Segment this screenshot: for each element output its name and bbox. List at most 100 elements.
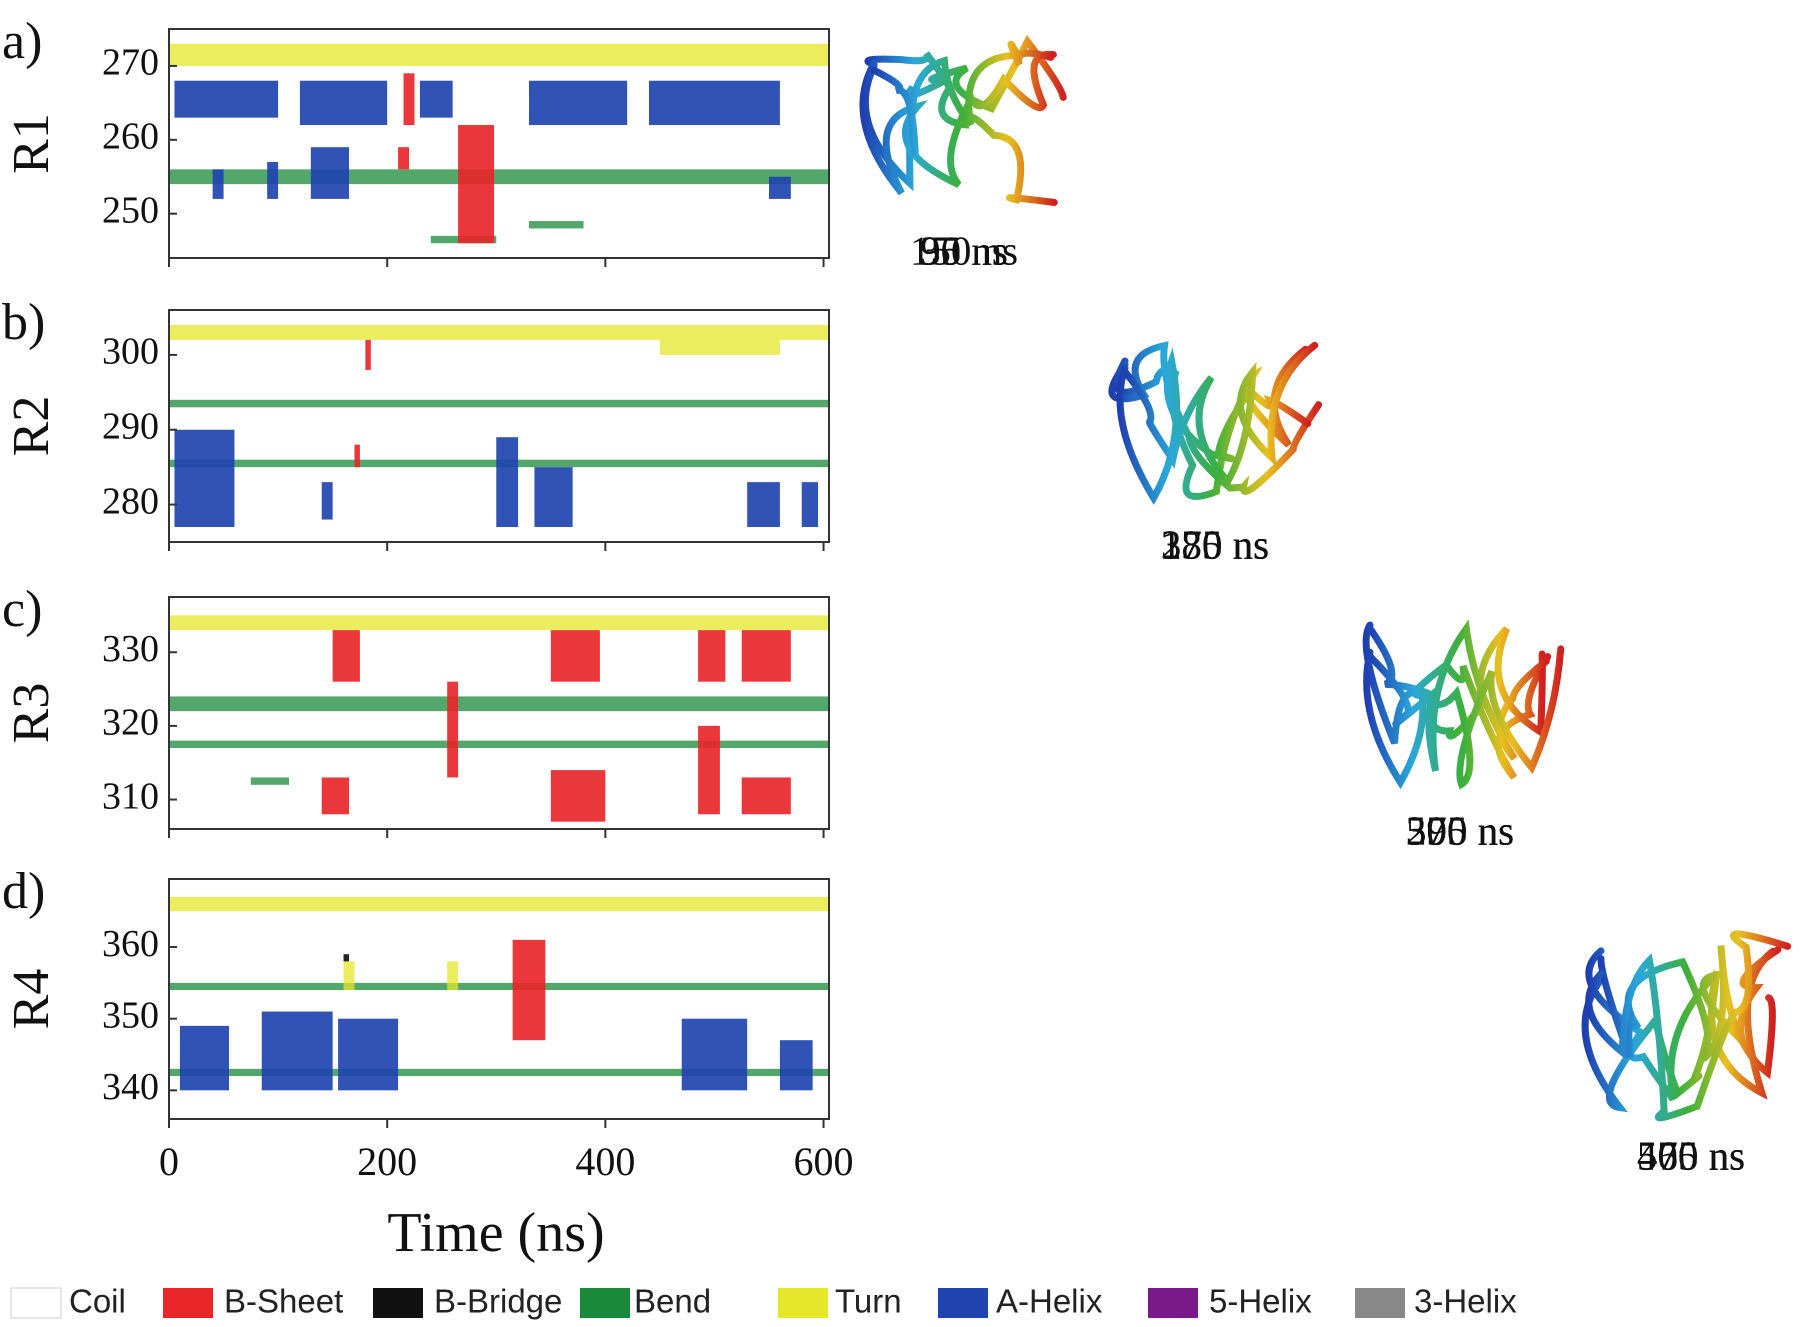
structure-block (169, 896, 829, 912)
structure-block (169, 324, 829, 340)
protein-cartoon (1585, 930, 1792, 1122)
structure-block (267, 161, 279, 199)
structure-block (321, 482, 333, 520)
structure-block (310, 147, 349, 199)
structure-block (512, 939, 546, 1041)
dssp-map (169, 615, 829, 822)
x-tick-label: 400 (575, 1139, 635, 1184)
y-tick-label: 310 (102, 775, 159, 817)
structure-block (741, 777, 791, 815)
legend-label: B-Sheet (224, 1283, 343, 1320)
panel-label: b) (2, 294, 45, 351)
structure-block (299, 80, 388, 126)
dssp-map (169, 324, 829, 528)
x-axis-label: Time (ns) (387, 1202, 604, 1264)
legend-swatch (1355, 1288, 1405, 1318)
snapshot-time: 175 ns (1161, 521, 1269, 567)
plot-background (169, 29, 829, 258)
x-tick-label: 600 (794, 1139, 854, 1184)
structure-block (741, 630, 791, 682)
snapshot-time: 370 ns (1406, 807, 1514, 853)
protein-cartoon (859, 50, 1057, 196)
structure-block (747, 482, 780, 528)
snapshot-time: 500 ns (1406, 807, 1514, 853)
snapshot-time: 300 ns (1406, 807, 1514, 853)
structure-block (169, 696, 829, 712)
y-tick-label: 260 (102, 116, 159, 158)
structure-block (354, 444, 360, 468)
plot-frame (168, 878, 830, 1120)
protein-cartoon (1363, 648, 1552, 790)
snapshot-time: 95 ns (920, 227, 1008, 273)
structure-block (169, 43, 829, 66)
snapshot-time: 330 ns (1161, 521, 1269, 567)
structure-block (529, 221, 584, 229)
legend-swatch (373, 1288, 423, 1318)
y-tick-label: 280 (102, 480, 159, 522)
snapshot-time: 470 ns (1637, 1132, 1745, 1178)
structure-block (169, 615, 829, 631)
panel-label: d) (2, 863, 45, 920)
legend-label: 5-Helix (1209, 1283, 1312, 1320)
structure-block (365, 339, 371, 370)
structure-block (496, 437, 519, 528)
structure-block (419, 80, 453, 118)
structure-block (343, 961, 355, 991)
structure-block (169, 740, 829, 748)
snapshot-time: 280 ns (1161, 521, 1269, 567)
structure-block (398, 147, 409, 170)
structure-block (534, 467, 573, 528)
structure-block (343, 954, 349, 962)
plot-frame (168, 309, 830, 543)
legend-swatch (1148, 1288, 1198, 1318)
legend-swatch (938, 1288, 988, 1318)
snapshot-time: 570 ns (1637, 1132, 1745, 1178)
snapshot-time: 95 ns (920, 227, 1008, 273)
y-tick-label: 250 (102, 189, 159, 231)
protein-cartoon (1585, 946, 1782, 1102)
y-tick-label: 270 (102, 42, 159, 84)
y-axis-label: R2 (3, 396, 60, 457)
structure-block (250, 777, 289, 785)
structure-block (550, 630, 600, 682)
panel-label: a) (2, 13, 42, 70)
legend-label: Turn (835, 1283, 902, 1320)
structure-block (779, 1040, 813, 1091)
structure-block (169, 1068, 829, 1077)
dssp-map (169, 43, 829, 244)
legend-swatch (10, 1287, 62, 1319)
y-axis-label: R3 (3, 683, 60, 744)
y-tick-label: 290 (102, 405, 159, 447)
snapshot-time: 150 ns (910, 227, 1018, 273)
plot-background (169, 597, 829, 829)
protein-cartoon (1581, 947, 1777, 1113)
structure-block (659, 339, 780, 355)
y-axis-label: R1 (3, 113, 60, 174)
structure-block (649, 80, 780, 126)
snapshot-time: 170 ns (1161, 521, 1269, 567)
y-axis-label: R4 (3, 969, 60, 1030)
structure-block (174, 429, 235, 528)
legend-label: Coil (69, 1283, 126, 1320)
structure-block (403, 73, 415, 126)
protein-cartoon (1121, 341, 1319, 488)
structure-block (338, 1018, 399, 1091)
legend-label: Bend (634, 1283, 711, 1320)
y-tick-label: 350 (102, 994, 159, 1036)
structure-block (681, 1018, 748, 1091)
legend-swatch (778, 1288, 828, 1318)
structure-block (698, 725, 720, 815)
structure-block (801, 482, 819, 528)
structure-block (321, 777, 349, 815)
legend-swatch (163, 1288, 213, 1318)
structure-block (769, 176, 791, 199)
plot-frame (168, 28, 830, 259)
panel-label: c) (2, 581, 42, 638)
structure-block (179, 1025, 229, 1091)
y-tick-label: 360 (102, 923, 159, 965)
structure-block (447, 961, 459, 991)
protein-cartoon (1362, 621, 1565, 790)
structure-block (212, 169, 224, 199)
structure-block (169, 982, 829, 991)
